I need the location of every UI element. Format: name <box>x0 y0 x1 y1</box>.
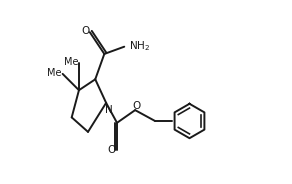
Text: O: O <box>107 145 116 155</box>
Text: O: O <box>132 101 140 111</box>
Text: NH$_2$: NH$_2$ <box>129 39 150 53</box>
Text: O: O <box>81 26 89 36</box>
Text: Me: Me <box>47 68 62 78</box>
Text: Me: Me <box>64 57 78 67</box>
Text: N: N <box>105 105 113 115</box>
